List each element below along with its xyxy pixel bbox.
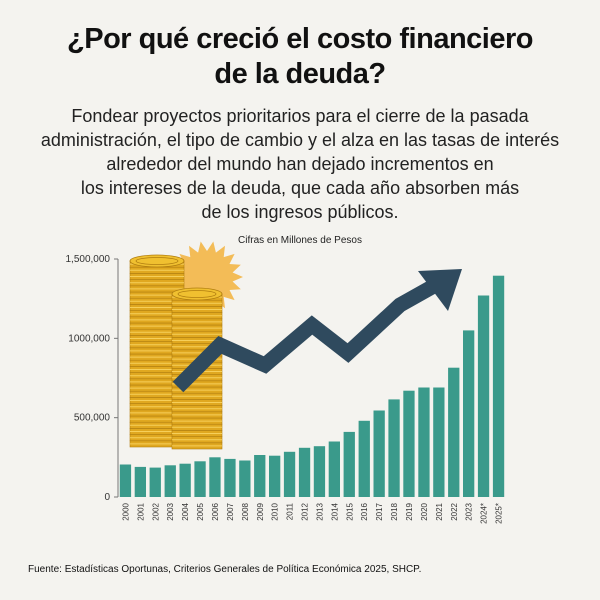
bar-2000: [119, 464, 132, 497]
bar-2006: [209, 457, 221, 497]
x-tick-label: 2000: [121, 502, 130, 520]
subtitle-line: los intereses de la deuda, que cada año …: [80, 178, 520, 198]
x-tick-label: 2010: [271, 502, 280, 520]
bar-2025*: [492, 275, 505, 497]
x-tick-label: 2005: [196, 502, 205, 520]
page-subtitle: Fondear proyectos prioritarios para el c…: [30, 104, 570, 224]
bar-2021: [433, 387, 445, 497]
x-tick-label: 2002: [151, 502, 160, 520]
bar-2012: [298, 447, 311, 497]
bar-2018: [388, 399, 400, 497]
bar-2002: [149, 467, 161, 497]
x-tick-label: 2007: [226, 502, 235, 520]
chart-title: Cifras en Millones de Pesos: [238, 235, 362, 246]
bar-chart: Cifras en Millones de Pesos 0 500,000 1000…: [66, 235, 505, 524]
bar-2010: [269, 455, 281, 497]
x-tick-label: 2017: [375, 502, 384, 520]
x-tick-label: 2014: [330, 502, 339, 520]
bar-2011: [283, 451, 296, 497]
source-note: Fuente: Estadísticas Oportunas, Criterio…: [28, 564, 422, 575]
title-line-2: de la deuda?: [214, 58, 386, 90]
x-tick-label: 2018: [390, 502, 399, 520]
bar-2022: [448, 367, 460, 497]
x-tick-label: 2012: [301, 502, 310, 520]
x-tick-label: 2021: [435, 502, 444, 520]
bar-2019: [403, 390, 415, 497]
bar-2004: [179, 463, 191, 497]
bar-2007: [224, 458, 236, 497]
x-tick-label: 2025*: [495, 503, 504, 524]
x-tick-label: 2008: [241, 502, 250, 520]
bar-2017: [373, 410, 385, 497]
bar-2009: [254, 455, 266, 497]
x-tick-label: 2024*: [480, 503, 489, 524]
y-tick-label: 500,000: [74, 413, 111, 424]
x-tick-label: 2011: [286, 502, 295, 520]
x-tick-label: 2001: [136, 502, 145, 520]
y-tick-label: 1000,000: [68, 333, 110, 344]
bar-2020: [418, 387, 430, 497]
x-tick-label: 2020: [420, 502, 429, 520]
y-tick-label: 0: [104, 492, 110, 503]
x-tick-label: 2004: [181, 502, 190, 520]
subtitle-line: de los ingresos públicos.: [201, 202, 399, 222]
x-tick-label: 2016: [360, 502, 369, 520]
rising-arrow-icon: [172, 269, 462, 393]
bar-2005: [194, 461, 206, 497]
bar-2016: [358, 420, 370, 497]
bar-2008: [239, 460, 251, 497]
x-tick-label: 2022: [450, 502, 459, 520]
subtitle-line: administración, el tipo de cambio y el a…: [40, 130, 560, 150]
x-tick-label: 2003: [166, 502, 175, 520]
bar-2023: [463, 330, 475, 497]
x-tick-label: 2013: [315, 502, 324, 520]
bar-2013: [313, 446, 326, 497]
x-tick-label: 2006: [211, 502, 220, 520]
subtitle-line: alrededor del mundo han dejado increment…: [106, 154, 494, 174]
y-tick-label: 1,500,000: [66, 254, 111, 265]
x-tick-label: 2015: [345, 502, 354, 520]
x-tick-label: 2009: [256, 502, 265, 520]
chart-area: Cifras en Millones de Pesos 0 500,000 1000…: [0, 225, 600, 550]
x-tick-label: 2019: [405, 502, 414, 520]
bar-2024*: [477, 295, 490, 497]
page-title: ¿Por qué creció el costo financiero de l…: [0, 22, 600, 92]
title-line-1: ¿Por qué creció el costo financiero: [67, 23, 533, 55]
bar-2014: [328, 441, 340, 497]
bar-2001: [134, 466, 146, 497]
subtitle-line: Fondear proyectos prioritarios para el c…: [71, 106, 529, 126]
bar-2003: [164, 465, 176, 497]
bar-2015: [343, 431, 355, 497]
x-tick-label: 2023: [465, 502, 474, 520]
